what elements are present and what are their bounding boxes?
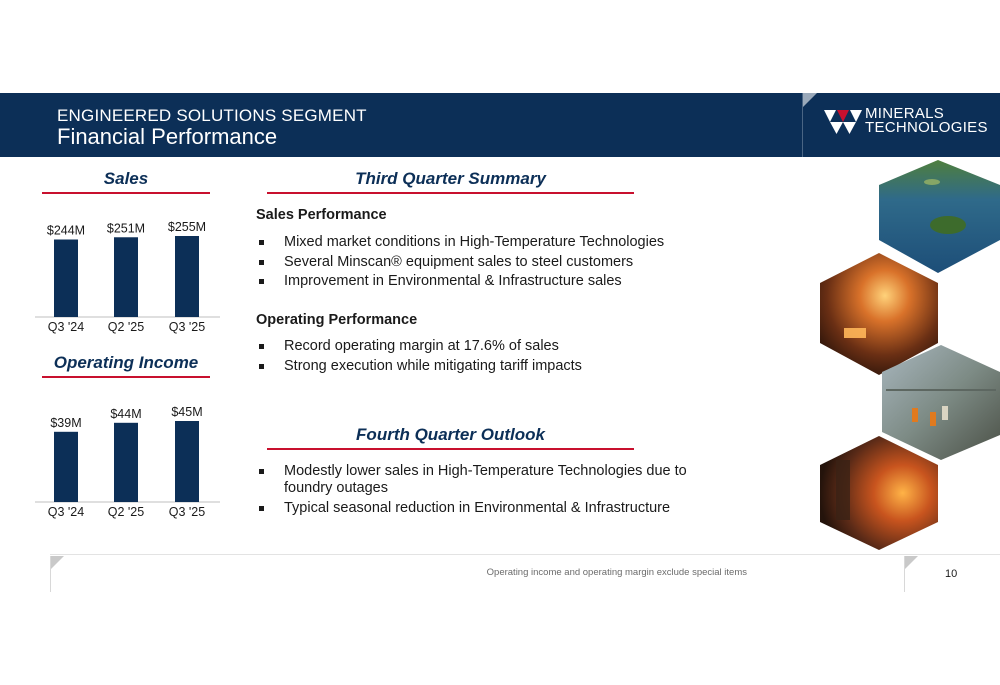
logo-wordmark: MINERALS TECHNOLOGIES (865, 105, 988, 136)
sales-bar (114, 237, 138, 317)
operating-income-value-label: $39M (50, 416, 81, 430)
bullet-text: Several Minscan® equipment sales to stee… (284, 253, 634, 270)
lake-island-photo (879, 160, 1000, 273)
bullet-text: Strong execution while mitigating tariff… (284, 357, 582, 374)
bullet-text: Record operating margin at 17.6% of sale… (284, 338, 559, 354)
sales-bar-chart: $244M Q3 '24 $251M Q2 '25 $255M Q3 '25 (35, 205, 220, 335)
molten-metal-photo (820, 436, 938, 550)
footer-corner-left-icon (50, 556, 64, 592)
operating-income-value-label: $44M (110, 407, 141, 421)
footer-rule (50, 554, 1000, 555)
sales-bar (175, 236, 199, 317)
logo-line-1: MINERALS (865, 105, 945, 122)
list-item: Mixed market conditions in High-Temperat… (256, 234, 796, 251)
operating-income-chart-svg: $39M Q3 '24 $44M Q2 '25 $45M Q3 '25 (35, 405, 220, 519)
bullet-text: Typical seasonal reduction in Environmen… (284, 499, 671, 516)
operating-income-category-label: Q3 '25 (169, 505, 205, 519)
sales-heading: Sales (103, 169, 149, 188)
sales-performance-subheading: Sales Performance (256, 207, 387, 223)
operating-income-category-label: Q3 '24 (48, 505, 84, 519)
operating-performance-list: Record operating margin at 17.6% of sale… (256, 338, 796, 377)
segment-kicker: ENGINEERED SOLUTIONS SEGMENT (57, 106, 367, 125)
operating-income-heading-rule (42, 376, 210, 378)
operating-income-value-label: $45M (171, 405, 202, 419)
bullet-square-icon (259, 259, 264, 265)
industrial-workers-photo (882, 345, 1000, 460)
sales-category-label: Q3 '25 (169, 320, 205, 334)
list-item: Record operating margin at 17.6% of sale… (256, 338, 796, 355)
operating-performance-subheading: Operating Performance (256, 312, 418, 328)
bullet-square-icon (259, 363, 264, 369)
summary-heading-rule (267, 192, 634, 194)
list-item: Typical seasonal reduction in Environmen… (256, 500, 736, 517)
bullet-square-icon (259, 240, 264, 245)
summary-heading: Third Quarter Summary (355, 169, 546, 188)
sales-heading-rule (42, 192, 210, 194)
corner-triangle-icon (803, 93, 817, 107)
list-item: Modestly lower sales in High-Temperature… (256, 463, 736, 497)
list-item: Improvement in Environmental & Infrastru… (256, 273, 796, 290)
list-item: Several Minscan® equipment sales to stee… (256, 254, 796, 271)
sales-bar (54, 239, 78, 317)
bullet-square-icon (259, 279, 264, 284)
list-item: Strong execution while mitigating tariff… (256, 358, 796, 375)
operating-income-bar (114, 422, 138, 502)
operating-income-category-label: Q2 '25 (108, 505, 144, 519)
sales-value-label: $255M (168, 220, 206, 234)
logo-line-2: TECHNOLOGIES (865, 119, 988, 136)
hexagon-photo-collage (820, 160, 1000, 550)
outlook-list: Modestly lower sales in High-Temperature… (256, 463, 736, 519)
minerals-technologies-logo-icon (824, 110, 862, 134)
bullet-square-icon (259, 344, 264, 349)
sales-value-label: $251M (107, 221, 145, 235)
operating-income-bar-chart: $39M Q3 '24 $44M Q2 '25 $45M Q3 '25 (35, 390, 220, 520)
sales-category-label: Q3 '24 (48, 320, 84, 334)
page-title: Financial Performance (57, 124, 278, 149)
sales-value-label: $244M (47, 223, 85, 237)
footer-corner-right-icon (904, 556, 918, 592)
bullet-text: Improvement in Environmental & Infrastru… (284, 273, 622, 289)
logo-panel: MINERALS TECHNOLOGIES (802, 93, 1000, 157)
bullet-text: Mixed market conditions in High-Temperat… (284, 234, 665, 250)
bullet-square-icon (259, 505, 264, 511)
operating-income-bar (54, 431, 78, 502)
sales-chart-svg: $244M Q3 '24 $251M Q2 '25 $255M Q3 '25 (35, 220, 220, 334)
outlook-heading: Fourth Quarter Outlook (356, 425, 545, 444)
bullet-square-icon (259, 469, 264, 474)
bullet-text: Modestly lower sales in High-Temperature… (284, 463, 687, 496)
foundry-furnace-photo (820, 253, 938, 375)
operating-income-bar (175, 421, 199, 502)
operating-income-heading: Operating Income (53, 353, 199, 372)
page-number: 10 (945, 568, 958, 580)
footnote: Operating income and operating margin ex… (486, 567, 747, 578)
outlook-heading-rule (267, 448, 634, 450)
sales-category-label: Q2 '25 (108, 320, 144, 334)
header-band: ENGINEERED SOLUTIONS SEGMENT Financial P… (0, 93, 1000, 157)
sales-performance-list: Mixed market conditions in High-Temperat… (256, 234, 796, 293)
